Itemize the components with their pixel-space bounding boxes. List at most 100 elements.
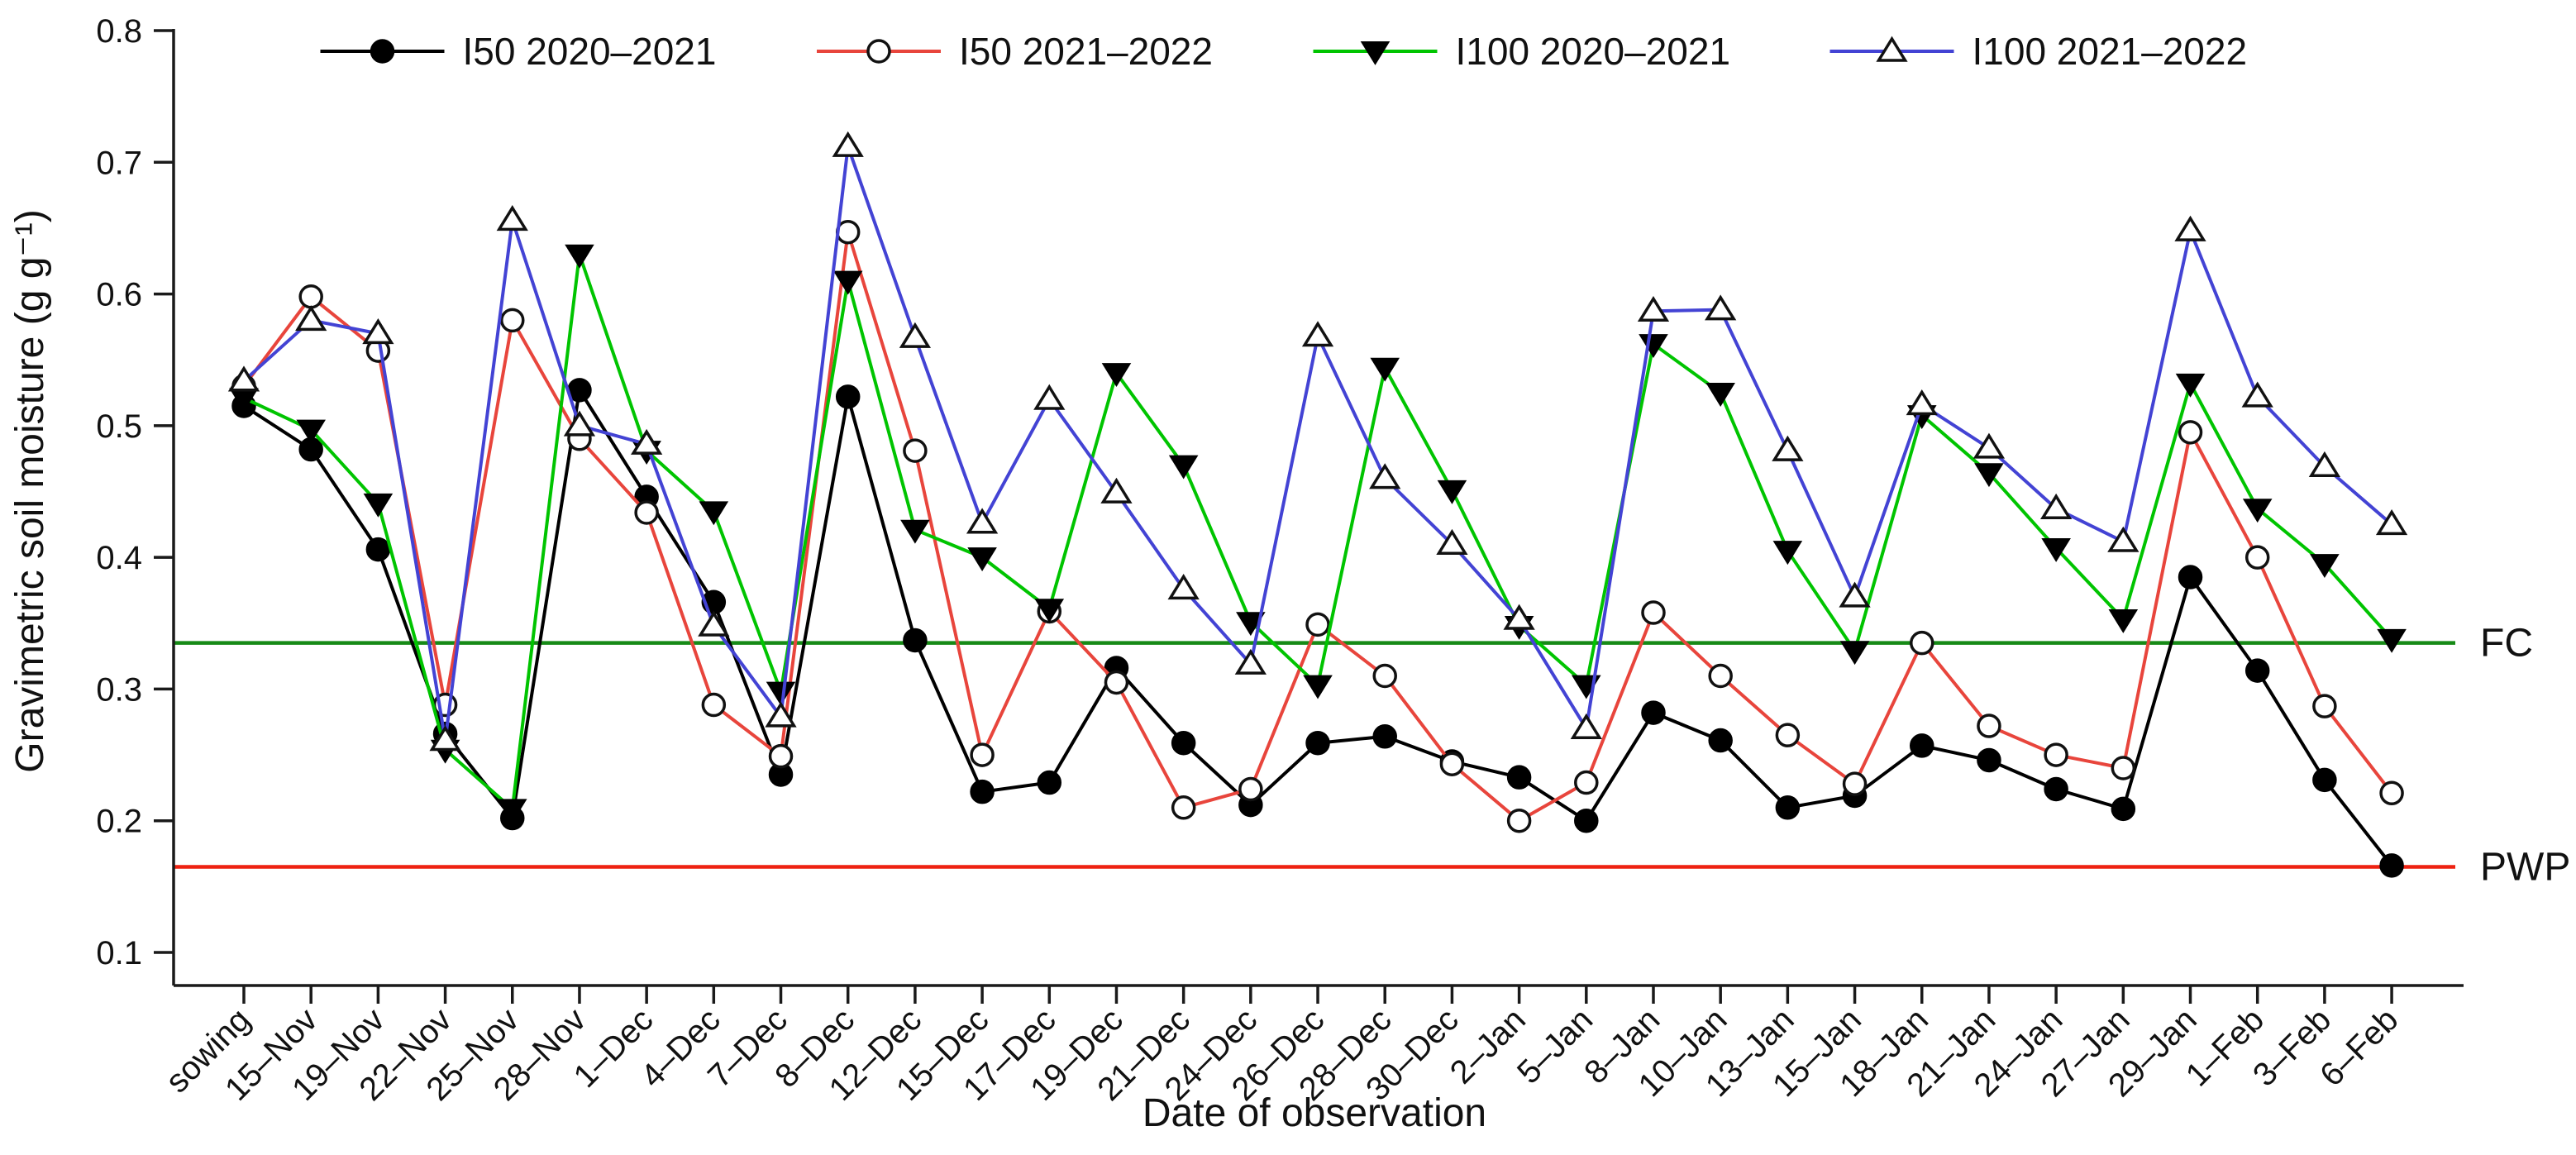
data-point [1372,724,1397,749]
data-point [1910,733,1934,758]
data-point [1876,36,1908,62]
legend-label: I50 2020–2021 [463,30,717,73]
data-point [698,610,730,637]
series-i100-2021-2022 [227,131,2408,752]
x-axis-title: Date of observation [1143,1091,1486,1135]
data-point [2241,381,2273,408]
data-point [296,419,326,444]
data-point [1705,294,1737,321]
legend-item-i50-2021-2022: I50 2021–2022 [817,30,1213,73]
data-point [298,284,323,309]
data-point [903,628,928,653]
data-point [1906,389,1938,416]
data-point [2310,554,2340,579]
data-point [1167,574,1200,600]
axes: 0.1 0.2 0.3 0.4 0.5 0.6 0.7 0.8 sowing15–Nov19–N… [96,13,2464,1108]
data-point [835,384,861,409]
data-point [365,537,391,562]
data-point [1369,463,1401,489]
data-point [768,743,794,769]
y-axis: 0.1 0.2 0.3 0.4 0.5 0.6 0.7 0.8 [96,13,175,986]
data-point [1303,675,1333,699]
data-point [1639,334,1668,359]
data-point [2041,537,2071,562]
y-tick-label: 0.1 [96,935,142,971]
data-point [1171,730,1196,756]
data-point [1360,41,1391,65]
data-point [2244,658,2270,683]
data-point [970,779,995,804]
series-layer [227,131,2408,878]
data-point [1506,808,1532,833]
data-point [1305,730,1330,756]
svg-text:2–Jan: 2–Jan [1443,1001,1533,1091]
data-point [2375,508,2408,536]
data-point [1101,363,1132,388]
legend-label: I50 2021–2022 [959,30,1213,73]
x-tick-label: 2–Jan [1443,1001,1533,1091]
y-tick-label: 0.4 [96,540,142,576]
x-tick-label: 5–Jan [1510,1001,1600,1091]
data-point [362,318,394,345]
data-point [1234,648,1267,675]
data-point [2178,420,2203,445]
x-tick-label: 6–Feb [2313,1001,2405,1093]
data-point [1168,455,1199,480]
data-point [1370,357,1400,382]
legend: I50 2020–2021 I50 2021–2022 I100 2020–2021… [320,30,2248,73]
data-point [1574,808,1599,833]
fc-reference-label: FC [2480,622,2533,666]
data-point [1506,765,1532,790]
x-axis: sowing15–Nov19–Nov22–Nov25–Nov28–Nov1–De… [159,984,2464,1108]
data-point [227,365,260,392]
data-point [2379,853,2404,878]
data-point [631,428,663,455]
legend-label: I100 2020–2021 [1456,30,1731,73]
y-tick-label: 0.6 [96,277,142,313]
data-point [1910,630,1934,656]
data-point [899,322,932,348]
data-point [2174,215,2206,241]
legend-label: I100 2021–2022 [1973,30,2248,73]
data-point [2111,796,2136,822]
data-point [1238,776,1263,802]
data-point [2379,780,2404,806]
data-point [1439,752,1465,776]
data-point [1570,713,1602,739]
data-point [1974,463,2004,488]
legend-item-i50-2020-2021: I50 2020–2021 [320,30,717,73]
data-point [1037,770,1062,795]
data-point [1503,604,1535,630]
data-point [563,410,596,437]
data-point [1436,528,1468,555]
data-point [1772,435,1804,461]
data-point [295,305,327,332]
data-point [1977,714,2001,738]
data-point [1574,770,1599,795]
data-point [1839,581,1871,608]
data-point [835,219,861,245]
data-point [766,681,796,706]
data-point [1775,795,1801,820]
reference-lines [174,641,2455,869]
data-point [1034,599,1065,623]
data-point [832,270,863,295]
data-point [2044,742,2068,767]
data-point [903,438,928,463]
data-point [1708,728,1733,753]
data-point [370,39,395,64]
data-point [2044,776,2068,802]
y-tick-label: 0.7 [96,145,142,181]
data-point [1437,480,1467,504]
data-point [866,39,891,64]
legend-item-i100-2020-2021: I100 2020–2021 [1313,30,1731,73]
svg-text:5–Jan: 5–Jan [1510,1001,1600,1091]
data-point [565,244,594,269]
series-line [242,145,2393,742]
data-point [2244,545,2270,570]
data-point [1301,321,1334,347]
data-point [1641,600,1666,625]
data-point [1641,700,1666,725]
data-point [1708,663,1733,689]
